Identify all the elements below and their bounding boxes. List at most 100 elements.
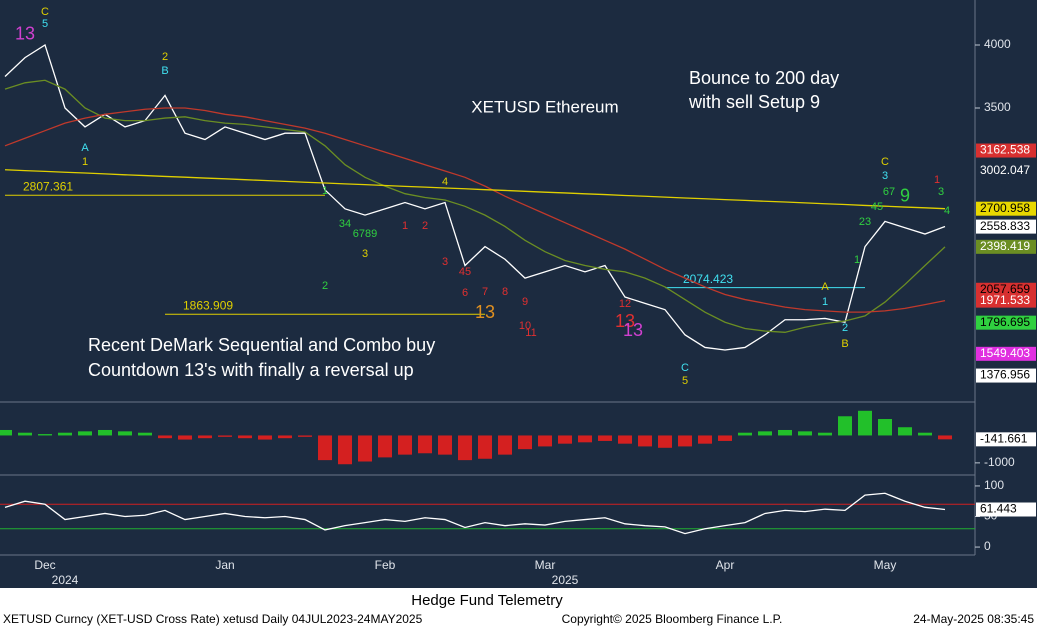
demark-count: 6 [462, 287, 468, 299]
price-label-box [976, 143, 1036, 158]
price-label-box [976, 219, 1036, 234]
demark-count: 13 [475, 302, 495, 322]
series-line [4, 43, 946, 351]
demark-count: 9 [900, 186, 910, 206]
histogram-bar [378, 435, 392, 458]
histogram-bar [158, 435, 172, 439]
histogram-bar [618, 435, 632, 444]
histogram-bar [758, 431, 772, 436]
x-tick-label: Apr [716, 558, 735, 572]
histogram-bar [198, 435, 212, 439]
x-year-label: 2025 [552, 573, 579, 587]
demark-count: 13 [615, 311, 635, 331]
demark-count: C [41, 6, 49, 18]
background [0, 0, 1037, 588]
histogram-bar [858, 410, 872, 436]
histogram-bar [358, 435, 372, 462]
histogram-bar [178, 435, 192, 440]
series-line [4, 169, 946, 210]
level-label: 1863.909 [183, 298, 233, 312]
histogram-bar [718, 435, 732, 441]
histogram-bar [498, 435, 512, 455]
histogram-bar [678, 435, 692, 447]
histogram-bar [638, 435, 652, 447]
demark-count: 23 [859, 216, 871, 228]
histogram-bar [698, 435, 712, 444]
last-value-box [976, 432, 1036, 447]
price-label: 1376.956 [980, 368, 1030, 382]
series-line [4, 79, 946, 333]
x-tick-label: Mar [535, 558, 556, 572]
price-label-box [976, 239, 1036, 254]
footer-copyright: Copyright© 2025 Bloomberg Finance L.P. [562, 612, 783, 626]
price-label: 2558.833 [980, 219, 1030, 233]
demark-count: C [881, 156, 889, 168]
price-label-box [976, 346, 1036, 361]
histogram-bar [318, 435, 332, 461]
histogram-bar [818, 432, 832, 436]
histogram-bar [458, 435, 472, 461]
demark-count: 11 [525, 327, 536, 339]
x-tick-label: Jan [215, 558, 234, 572]
demark-count: 45 [871, 201, 883, 213]
note: Recent DeMark Sequential and Combo buy [88, 335, 435, 355]
demark-count: 1 [322, 185, 328, 197]
note: with sell Setup 9 [688, 92, 820, 112]
histogram-bar [518, 435, 532, 450]
histogram-bar [738, 432, 752, 436]
demark-count: 12 [619, 298, 631, 310]
histogram-bar [298, 435, 312, 437]
histogram-bar [338, 435, 352, 465]
demark-count: 3 [938, 186, 944, 198]
histogram-bar [138, 432, 152, 436]
demark-count: 7 [482, 286, 488, 298]
demark-count: 1 [934, 174, 940, 186]
histogram-bar [478, 435, 492, 459]
price-label-box [976, 163, 1036, 178]
histogram-bar [38, 434, 52, 436]
price-label-box [976, 368, 1036, 383]
demark-count: A [821, 281, 829, 293]
histogram-bar [258, 435, 272, 440]
price-label: 2700.958 [980, 201, 1030, 215]
last-value-label: -141.661 [980, 432, 1028, 446]
price-label: 1549.403 [980, 346, 1030, 360]
price-label: 2057.659 [980, 282, 1030, 296]
demark-count: B [161, 65, 168, 77]
histogram-bar [878, 419, 892, 436]
demark-count: 4 [944, 205, 950, 217]
demark-count: 2 [322, 280, 328, 292]
histogram-bar [418, 435, 432, 454]
price-label: 3002.047 [980, 163, 1030, 177]
demark-count: C [681, 362, 689, 374]
demark-count: 67 [883, 186, 895, 198]
histogram-bar [238, 435, 252, 439]
x-year-label: 2024 [52, 573, 79, 587]
histogram-bar [778, 429, 792, 436]
footer-timestamp: 24-May-2025 08:35:45 [913, 612, 1034, 626]
price-label-box [976, 315, 1036, 330]
demark-count: 1 [854, 254, 860, 266]
demark-count: 13 [623, 320, 643, 340]
chart-title: XETUSD Ethereum [471, 97, 618, 116]
x-tick-label: May [874, 558, 897, 572]
histogram-bar [658, 435, 672, 448]
footer-source: XETUSD Curncy (XET-USD Cross Rate) xetus… [3, 612, 423, 626]
histogram-bar [538, 435, 552, 447]
note: Countdown 13's with finally a reversal u… [88, 360, 414, 380]
demark-count: 8 [502, 286, 508, 298]
histogram-bar [218, 435, 232, 437]
demark-count: 45 [459, 266, 471, 278]
x-tick-label: Feb [375, 558, 396, 572]
demark-count: 2 [162, 51, 168, 63]
level-label: 2074.423 [683, 272, 733, 286]
demark-count: 13 [15, 24, 35, 44]
price-label: 1971.533 [980, 293, 1030, 307]
histogram-bar [58, 432, 72, 436]
series-line [4, 107, 946, 313]
y-tick-label: 3500 [984, 100, 1011, 114]
demark-count: 2 [422, 220, 428, 232]
demark-count: A [81, 142, 89, 154]
histogram-bar [0, 429, 12, 436]
